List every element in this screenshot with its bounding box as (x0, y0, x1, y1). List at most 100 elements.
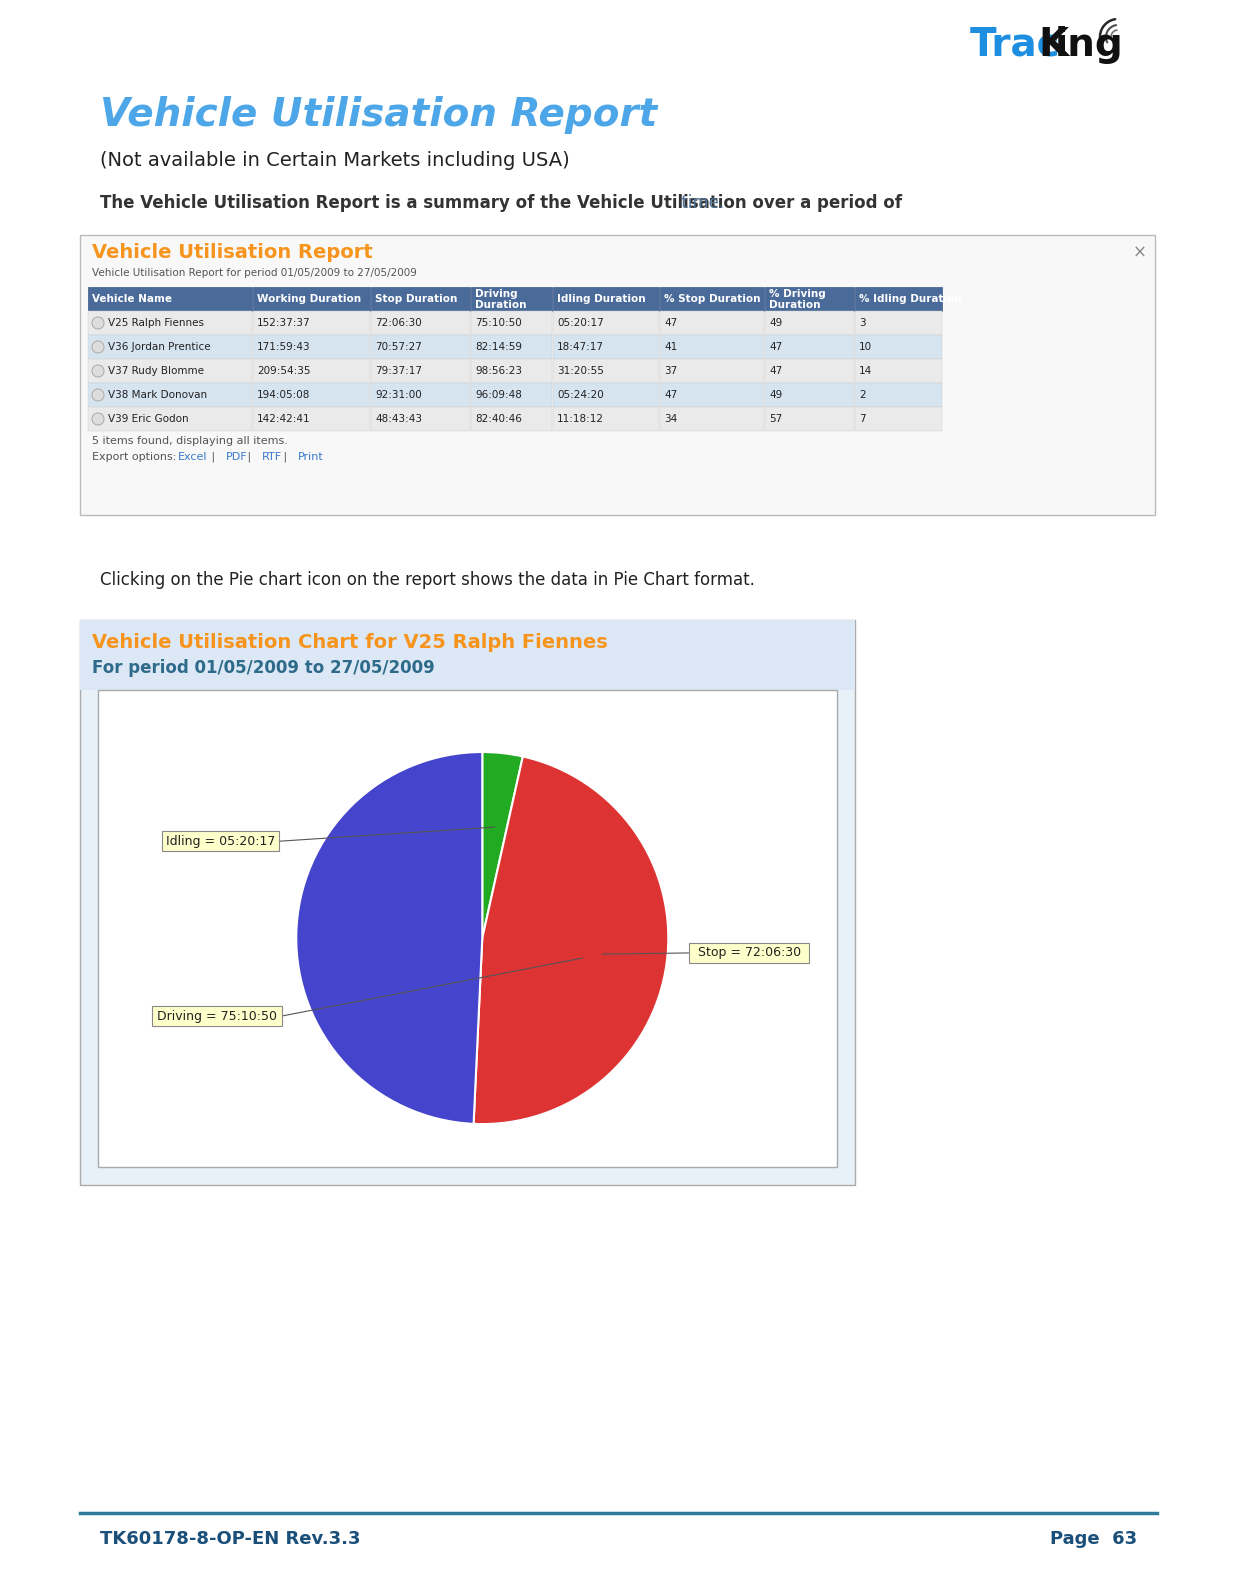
Text: Driving = 75:10:50: Driving = 75:10:50 (157, 1010, 277, 1022)
Text: 2: 2 (858, 391, 866, 400)
Bar (471, 335, 552, 359)
Text: Vehicle Utilisation Report for period 01/05/2009 to 27/05/2009: Vehicle Utilisation Report for period 01… (92, 268, 417, 279)
Bar (764, 406, 854, 432)
Wedge shape (482, 751, 523, 939)
Text: 5 items found, displaying all items.: 5 items found, displaying all items. (92, 436, 288, 446)
FancyBboxPatch shape (80, 235, 1155, 515)
Bar (254, 310, 370, 335)
Text: 82:40:46: 82:40:46 (475, 414, 522, 424)
Bar (764, 287, 854, 310)
Wedge shape (474, 756, 668, 1125)
Text: Vehicle Name: Vehicle Name (92, 295, 172, 304)
Text: 31:20:55: 31:20:55 (557, 365, 604, 376)
Circle shape (92, 365, 104, 376)
Text: Print: Print (298, 452, 324, 461)
Text: (Not available in Certain Markets including USA): (Not available in Certain Markets includ… (100, 151, 570, 170)
Text: Duration: Duration (475, 299, 527, 310)
Text: 96:09:48: 96:09:48 (475, 391, 522, 400)
Text: V25 Ralph Fiennes: V25 Ralph Fiennes (108, 318, 204, 328)
Circle shape (92, 317, 104, 329)
Text: Vehicle Utilisation Report: Vehicle Utilisation Report (92, 244, 372, 263)
Text: % Driving: % Driving (769, 288, 826, 299)
Text: RTF: RTF (262, 452, 282, 461)
Text: Duration: Duration (769, 299, 820, 310)
Bar (88, 406, 252, 432)
Text: 49: 49 (769, 318, 782, 328)
Bar (371, 406, 470, 432)
Bar (661, 287, 764, 310)
Text: 209:54:35: 209:54:35 (257, 365, 310, 376)
Text: Clicking on the Pie chart icon on the report shows the data in Pie Chart format.: Clicking on the Pie chart icon on the re… (100, 572, 755, 589)
Text: 48:43:43: 48:43:43 (375, 414, 422, 424)
Text: 82:14:59: 82:14:59 (475, 342, 522, 351)
Bar (80, 621, 855, 690)
Bar (88, 383, 252, 406)
Bar (855, 383, 943, 406)
FancyBboxPatch shape (162, 832, 280, 852)
Text: |: | (244, 452, 255, 461)
Text: 14: 14 (858, 365, 872, 376)
Bar (98, 690, 837, 1167)
Bar (855, 406, 943, 432)
Bar (471, 383, 552, 406)
Text: Stop Duration: Stop Duration (375, 295, 458, 304)
Bar (371, 383, 470, 406)
Text: ×: × (1133, 244, 1147, 261)
Text: 49: 49 (769, 391, 782, 400)
Text: 41: 41 (664, 342, 677, 351)
Text: |: | (208, 452, 219, 461)
Bar (254, 335, 370, 359)
Text: K: K (1038, 27, 1068, 65)
Text: Vehicle Utilisation Chart for V25 Ralph Fiennes: Vehicle Utilisation Chart for V25 Ralph … (92, 633, 607, 652)
Bar (661, 310, 764, 335)
Circle shape (92, 389, 104, 402)
Bar (254, 383, 370, 406)
Bar (88, 310, 252, 335)
Bar (254, 287, 370, 310)
Text: 75:10:50: 75:10:50 (475, 318, 522, 328)
Text: For period 01/05/2009 to 27/05/2009: For period 01/05/2009 to 27/05/2009 (92, 658, 434, 677)
Text: V36 Jordan Prentice: V36 Jordan Prentice (108, 342, 210, 351)
Text: 57: 57 (769, 414, 782, 424)
Text: 70:57:27: 70:57:27 (375, 342, 422, 351)
Bar (471, 310, 552, 335)
FancyBboxPatch shape (689, 943, 809, 962)
Text: 194:05:08: 194:05:08 (257, 391, 310, 400)
Text: Vehicle Utilisation Report: Vehicle Utilisation Report (100, 96, 657, 134)
Bar (371, 310, 470, 335)
Bar (764, 359, 854, 383)
Text: time.: time. (675, 194, 724, 213)
Text: 47: 47 (769, 342, 782, 351)
Text: Working Duration: Working Duration (257, 295, 361, 304)
Text: ing: ing (1055, 27, 1123, 65)
Text: % Idling Duration: % Idling Duration (858, 295, 961, 304)
Text: |: | (280, 452, 291, 461)
Bar (661, 406, 764, 432)
Bar (855, 359, 943, 383)
Text: 171:59:43: 171:59:43 (257, 342, 310, 351)
Text: 05:24:20: 05:24:20 (557, 391, 604, 400)
Text: 11:18:12: 11:18:12 (557, 414, 604, 424)
Text: Idling Duration: Idling Duration (557, 295, 646, 304)
Circle shape (92, 413, 104, 425)
Text: 34: 34 (664, 414, 677, 424)
Bar (764, 335, 854, 359)
Bar (371, 335, 470, 359)
Circle shape (92, 342, 104, 353)
Bar (553, 359, 659, 383)
Text: 47: 47 (664, 391, 677, 400)
Bar (88, 335, 252, 359)
Text: V37 Rudy Blomme: V37 Rudy Blomme (108, 365, 204, 376)
FancyBboxPatch shape (80, 621, 855, 1184)
Bar (88, 287, 252, 310)
Bar (254, 406, 370, 432)
Text: 152:37:37: 152:37:37 (257, 318, 310, 328)
Bar (553, 310, 659, 335)
Bar (471, 359, 552, 383)
Text: Excel: Excel (178, 452, 208, 461)
Bar (371, 359, 470, 383)
Bar (553, 287, 659, 310)
Bar (88, 359, 252, 383)
Bar (553, 383, 659, 406)
Text: Idling = 05:20:17: Idling = 05:20:17 (166, 835, 275, 847)
